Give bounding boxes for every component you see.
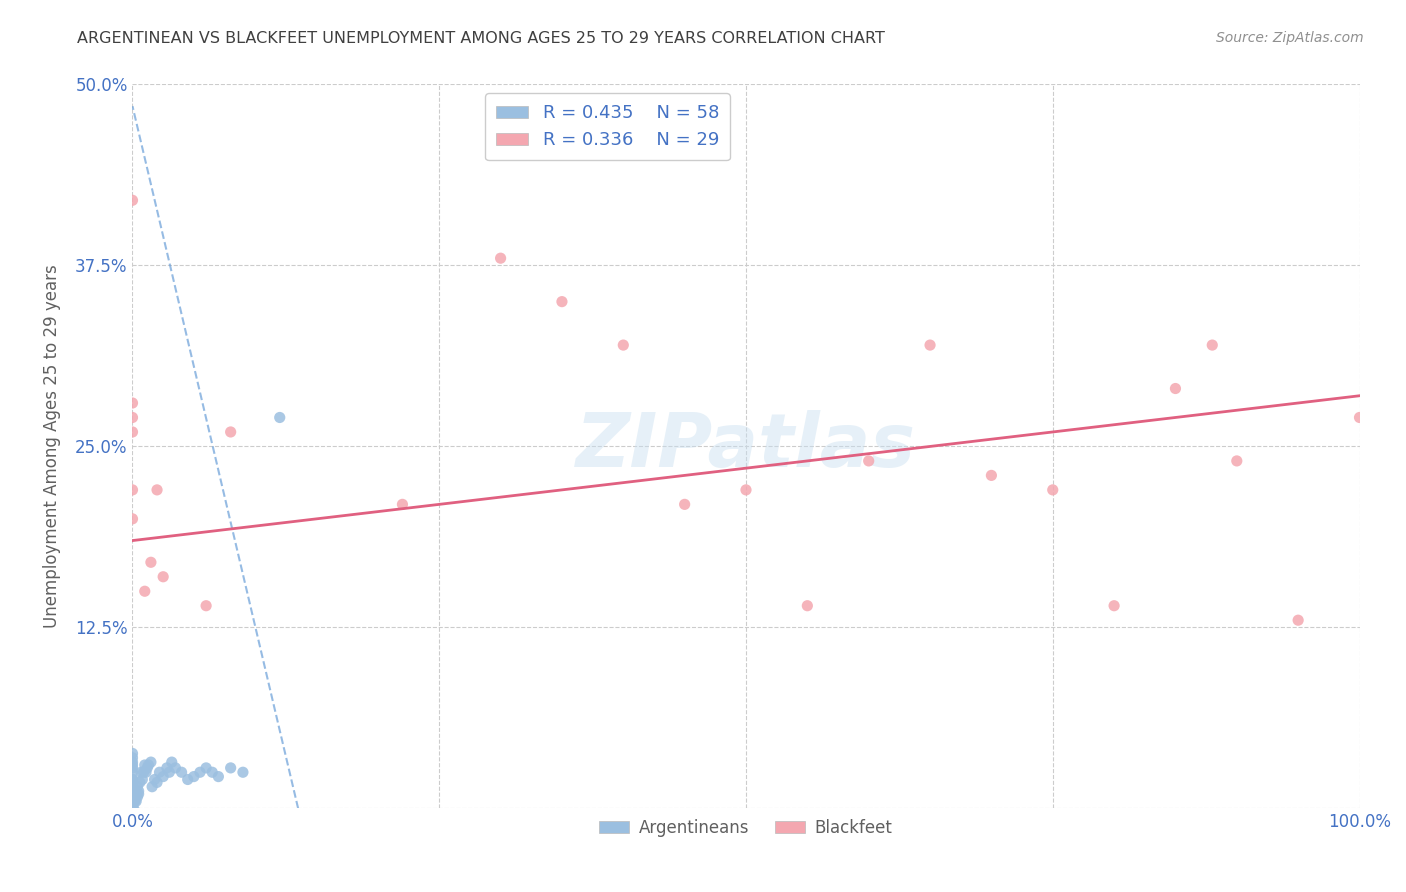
- Y-axis label: Unemployment Among Ages 25 to 29 years: Unemployment Among Ages 25 to 29 years: [44, 265, 60, 628]
- Point: [183, 770, 205, 784]
- Point: [134, 584, 156, 599]
- Point: [1286, 613, 1309, 627]
- Point: [121, 780, 143, 794]
- Point: [858, 454, 880, 468]
- Point: [121, 751, 143, 765]
- Point: [128, 784, 150, 798]
- Point: [138, 758, 160, 772]
- Point: [139, 755, 162, 769]
- Point: [121, 512, 143, 526]
- Text: ARGENTINEAN VS BLACKFEET UNEMPLOYMENT AMONG AGES 25 TO 29 YEARS CORRELATION CHAR: ARGENTINEAN VS BLACKFEET UNEMPLOYMENT AM…: [77, 31, 886, 46]
- Point: [121, 765, 143, 780]
- Point: [177, 772, 200, 787]
- Point: [121, 747, 143, 761]
- Point: [127, 780, 149, 794]
- Point: [121, 758, 143, 772]
- Point: [121, 775, 143, 789]
- Point: [121, 801, 143, 815]
- Point: [1102, 599, 1125, 613]
- Point: [160, 755, 183, 769]
- Point: [612, 338, 634, 352]
- Point: [170, 765, 193, 780]
- Point: [121, 410, 143, 425]
- Point: [121, 784, 143, 798]
- Point: [201, 765, 224, 780]
- Point: [121, 425, 143, 439]
- Point: [127, 789, 149, 804]
- Point: [134, 758, 156, 772]
- Point: [128, 787, 150, 801]
- Point: [673, 497, 696, 511]
- Point: [121, 801, 143, 815]
- Point: [918, 338, 941, 352]
- Point: [141, 780, 163, 794]
- Text: ZIPatlas: ZIPatlas: [576, 410, 915, 483]
- Point: [551, 294, 574, 309]
- Point: [121, 396, 143, 410]
- Point: [188, 765, 211, 780]
- Point: [146, 775, 169, 789]
- Point: [157, 765, 180, 780]
- Point: [121, 801, 143, 815]
- Point: [124, 787, 146, 801]
- Point: [121, 772, 143, 787]
- Point: [391, 497, 413, 511]
- Point: [219, 761, 242, 775]
- Point: [195, 761, 218, 775]
- Point: [139, 555, 162, 569]
- Point: [121, 789, 143, 804]
- Point: [219, 425, 242, 439]
- Point: [152, 770, 174, 784]
- Point: [128, 775, 150, 789]
- Point: [269, 410, 291, 425]
- Point: [232, 765, 254, 780]
- Point: [122, 801, 145, 815]
- Point: [121, 761, 143, 775]
- Point: [121, 755, 143, 769]
- Text: Source: ZipAtlas.com: Source: ZipAtlas.com: [1216, 31, 1364, 45]
- Point: [980, 468, 1002, 483]
- Point: [121, 787, 143, 801]
- Point: [124, 794, 146, 808]
- Point: [129, 765, 152, 780]
- Point: [125, 794, 148, 808]
- Point: [121, 794, 143, 808]
- Point: [136, 761, 159, 775]
- Legend: Argentineans, Blackfeet: Argentineans, Blackfeet: [593, 813, 900, 844]
- Point: [121, 772, 143, 787]
- Point: [121, 194, 143, 208]
- Point: [1164, 382, 1187, 396]
- Point: [121, 780, 143, 794]
- Point: [1226, 454, 1249, 468]
- Point: [148, 765, 170, 780]
- Point: [135, 765, 157, 780]
- Point: [735, 483, 758, 497]
- Point: [132, 765, 155, 780]
- Point: [121, 801, 143, 815]
- Point: [121, 483, 143, 497]
- Point: [122, 794, 145, 808]
- Point: [131, 772, 153, 787]
- Point: [143, 772, 166, 787]
- Point: [156, 761, 179, 775]
- Point: [796, 599, 818, 613]
- Point: [152, 570, 174, 584]
- Point: [207, 770, 229, 784]
- Point: [1042, 483, 1064, 497]
- Point: [1201, 338, 1223, 352]
- Point: [165, 761, 187, 775]
- Point: [489, 251, 512, 265]
- Point: [121, 801, 143, 815]
- Point: [1348, 410, 1371, 425]
- Point: [195, 599, 218, 613]
- Point: [146, 483, 169, 497]
- Point: [125, 787, 148, 801]
